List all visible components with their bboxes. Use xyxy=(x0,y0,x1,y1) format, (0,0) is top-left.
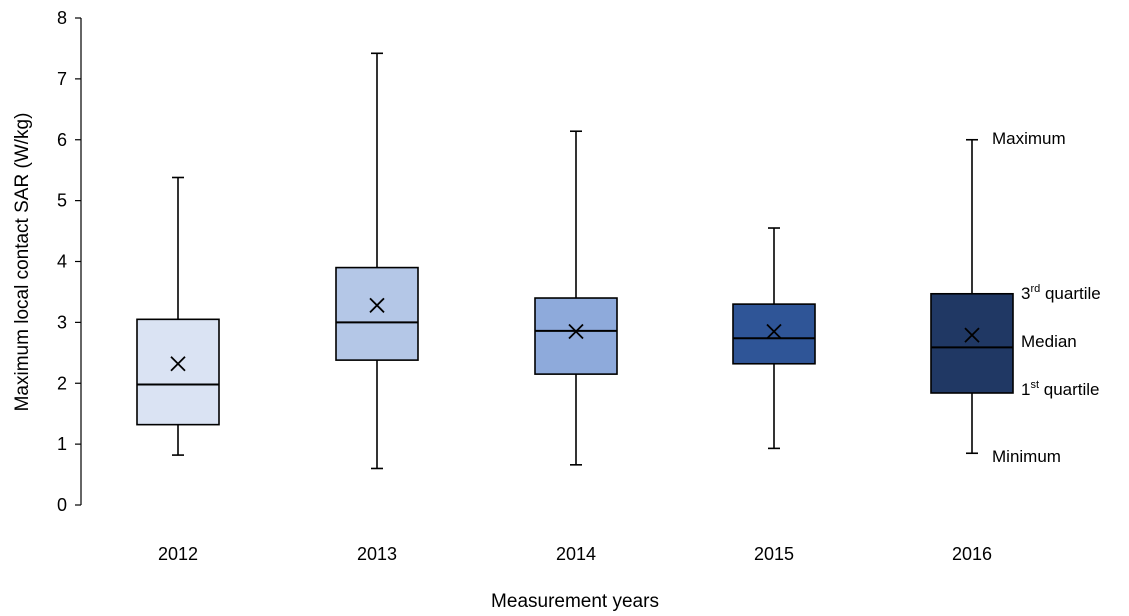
x-category-label: 2015 xyxy=(754,544,794,564)
mean-marker xyxy=(568,323,584,340)
y-tick-label: 6 xyxy=(57,130,67,150)
annotation-maximum: Maximum xyxy=(992,129,1066,148)
iqr-box xyxy=(930,292,1014,394)
iqr-box xyxy=(335,266,419,361)
x-category-label: 2013 xyxy=(357,544,397,564)
annotation-minimum: Minimum xyxy=(992,447,1061,466)
y-tick-label: 3 xyxy=(57,312,67,332)
annotation-median: Median xyxy=(1021,332,1077,351)
mean-marker xyxy=(369,297,385,313)
mean-marker xyxy=(964,327,980,343)
y-axis-title: Maximum local contact SAR (W/kg) xyxy=(12,113,33,412)
y-tick-label: 0 xyxy=(57,495,67,515)
iqr-box xyxy=(732,303,816,365)
y-tick-label: 8 xyxy=(57,8,67,28)
y-tick-label: 2 xyxy=(57,373,67,393)
box-series xyxy=(136,52,1014,470)
y-tick-label: 5 xyxy=(57,191,67,211)
iqr-box xyxy=(136,318,220,426)
box-2014 xyxy=(534,130,618,466)
mean-marker xyxy=(170,356,186,372)
x-axis-category-labels: 2012 2013 2014 2015 2016 xyxy=(158,544,992,564)
box-2012 xyxy=(136,176,220,456)
box-2015 xyxy=(732,227,816,450)
x-axis-title: Measurement years xyxy=(491,591,659,612)
y-axis-ticks: 0 1 2 3 4 5 6 7 8 xyxy=(57,8,81,515)
annotation-first-quartile: 1st quartile xyxy=(1021,379,1100,399)
iqr-box xyxy=(534,297,618,375)
y-tick-label: 4 xyxy=(57,252,67,272)
x-category-label: 2016 xyxy=(952,544,992,564)
x-category-label: 2014 xyxy=(556,544,596,564)
y-tick-label: 1 xyxy=(57,434,67,454)
annotation-third-quartile: 3rd quartile xyxy=(1021,283,1101,303)
y-tick-label: 7 xyxy=(57,69,67,89)
box-2013 xyxy=(335,52,419,470)
x-category-label: 2012 xyxy=(158,544,198,564)
mean-marker xyxy=(766,323,782,340)
legend-annotations: Maximum 3rd quartile Median 1st quartile… xyxy=(992,129,1101,466)
box-2016 xyxy=(930,138,1014,455)
